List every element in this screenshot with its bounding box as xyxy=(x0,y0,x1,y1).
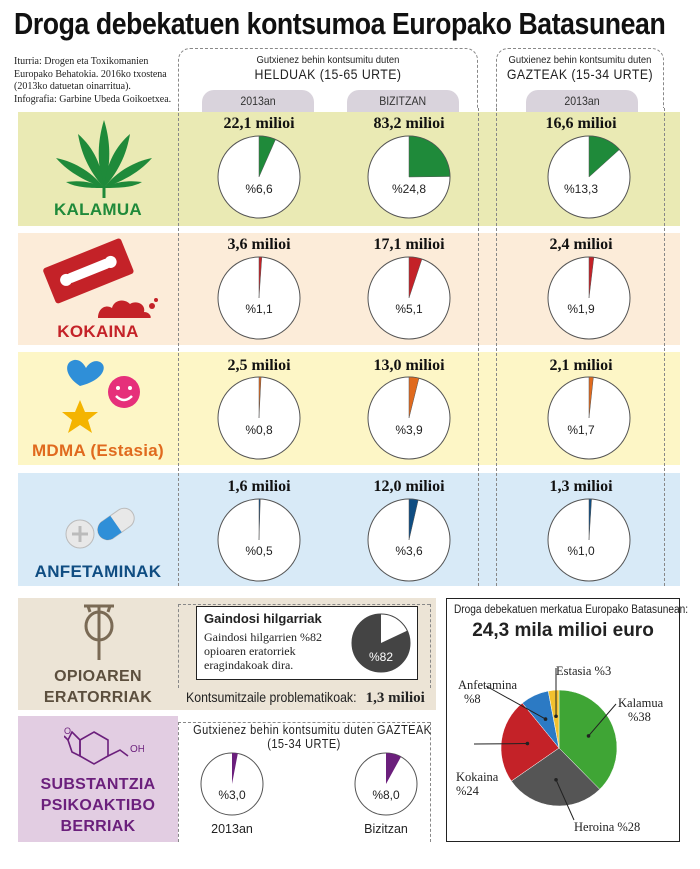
pie-label-mdma-adults-2013: %0,8 xyxy=(245,423,273,437)
value-kalamua-young-2013: 16,6 milioi xyxy=(545,115,617,132)
nps-caption-2013: 2013an xyxy=(211,822,253,836)
market-label-kokaina: Kokaina %24 xyxy=(456,770,499,798)
overdose-title: Gaindosi hilgarriak xyxy=(204,611,322,626)
drug-name-nps: SUBSTANTZIA PSIKOAKTIBO BERRIAK xyxy=(40,776,156,835)
drug-name-kalamua: KALAMUA xyxy=(53,200,143,219)
nps-header: Gutxienez behin kontsumitu duten GAZTEAK… xyxy=(193,723,432,751)
market-slice-kokaina xyxy=(500,702,560,782)
tab-young-2013: 2013an xyxy=(526,90,638,112)
drug-name-opioids: OPIOAREN ERATORRIAK xyxy=(43,668,153,706)
market-label-anfetamina: Anfetamina %8 xyxy=(458,678,518,706)
market-title: Droga debekatuen merkatua Europako Batas… xyxy=(454,604,689,616)
value-anfeta-adults-life: 12,0 milioi xyxy=(373,478,445,495)
young-column-frame xyxy=(496,48,664,108)
problem-users: Kontsumitzaile problematikoak: 1,3 milio… xyxy=(186,689,425,706)
ecstasy-pills-icon xyxy=(62,359,140,433)
value-anfeta-adults-2013: 1,6 milioi xyxy=(227,478,291,495)
market-leader-heroina xyxy=(555,779,575,821)
nps-pie-slice-1 xyxy=(386,753,401,784)
pie-label-anfeta-young-2013: %1,0 xyxy=(567,544,595,558)
svg-text:O: O xyxy=(64,726,71,736)
value-kalamua-adults-2013: 22,1 milioi xyxy=(223,115,295,132)
nps-pie-label-life: %8,0 xyxy=(372,788,400,802)
drug-name-kokaina: KOKAINA xyxy=(57,322,139,341)
overdose-pie-label: %82 xyxy=(368,650,394,664)
pie-slice-kokaina-adults-2013 xyxy=(258,256,263,299)
market-leader-kalamua xyxy=(588,703,617,737)
pie-label-kalamua-adults-2013: %6,6 xyxy=(245,182,273,196)
pie-slice-anfetaminak-young-2013 xyxy=(588,498,592,541)
value-anfeta-young-2013: 1,3 milioi xyxy=(549,478,613,495)
pie-slice-anfetaminak-adults-life xyxy=(408,498,419,541)
market-leader-anfetamina xyxy=(485,685,546,720)
drug-name-mdma: MDMA (Estasia) xyxy=(31,441,165,460)
adults-column-frame xyxy=(178,48,478,108)
cannabis-leaf-icon xyxy=(56,120,152,198)
pie-slice-kokaina-young-2013 xyxy=(588,256,595,299)
pie-label-anfeta-adults-2013: %0,5 xyxy=(245,544,273,558)
market-label-heroina: Heroina %28 xyxy=(574,820,641,834)
poppy-icon xyxy=(84,604,114,660)
nps-pie-label-2013: %3,0 xyxy=(218,788,246,802)
pie-slice-mdma-young-2013 xyxy=(588,376,594,419)
market-total: 24,3 mila milioi euro xyxy=(472,620,654,641)
pie-slice-kokaina-adults-life xyxy=(408,256,423,299)
market-slice-heroina xyxy=(510,747,601,807)
svg-text:OH: OH xyxy=(130,744,144,755)
value-kokaina-adults-2013: 3,6 milioi xyxy=(227,236,291,253)
pie-label-kokaina-young-2013: %1,9 xyxy=(567,302,595,316)
overdose-text: Gaindosi hilgarrien %82 opioaren eratorr… xyxy=(204,630,322,672)
value-kokaina-adults-life: 17,1 milioi xyxy=(373,236,445,253)
pie-label-mdma-young-2013: %1,7 xyxy=(567,423,595,437)
value-kalamua-adults-life: 83,2 milioi xyxy=(373,115,445,132)
young-header: Gutxienez behin kontsumitu duten GAZTEAK… xyxy=(506,54,654,82)
pie-slice-kalamua-adults-life xyxy=(408,135,451,178)
tab-adults-life: BIZITZAN xyxy=(347,90,459,112)
page-title: Droga debekatuen kontsumoa Europako Bata… xyxy=(14,6,666,41)
nps-pie-slice-0 xyxy=(232,753,238,784)
pie-slice-mdma-adults-2013 xyxy=(258,376,262,419)
overdose-pie-slice xyxy=(352,614,410,672)
pie-label-kalamua-adults-life: %24,8 xyxy=(391,182,427,196)
pie-label-anfeta-adults-life: %3,6 xyxy=(395,544,423,558)
source-note: Iturria: Drogen eta Toxikomanien Europak… xyxy=(14,56,172,105)
pie-slice-kalamua-adults-2013 xyxy=(258,135,276,178)
market-label-estasia: Estasia %3 xyxy=(556,664,612,678)
pie-label-kalamua-young-2013: %13,3 xyxy=(563,182,599,196)
pie-label-kokaina-adults-2013: %1,1 xyxy=(245,302,273,316)
market-slice-kalamua xyxy=(558,689,618,790)
pie-slice-mdma-adults-life xyxy=(408,376,420,419)
value-mdma-adults-2013: 2,5 milioi xyxy=(227,357,291,374)
market-label-kalamua: Kalamua %38 xyxy=(618,696,664,724)
razor-blade-icon xyxy=(43,238,158,318)
market-dot-kalamua xyxy=(586,734,591,738)
nps-pies xyxy=(200,752,418,816)
market-dot-anfetamina xyxy=(543,717,548,721)
amphetamine-pills-icon xyxy=(65,507,135,549)
value-mdma-young-2013: 2,1 milioi xyxy=(549,357,613,374)
market-pie xyxy=(473,667,618,821)
adults-header: Gutxienez behin kontsumitu duten HELDUAK… xyxy=(254,54,402,82)
pie-slice-kalamua-young-2013 xyxy=(588,135,620,178)
market-dot-heroina xyxy=(554,777,558,782)
molecule-icon: OH O xyxy=(64,726,144,765)
value-mdma-adults-life: 13,0 milioi xyxy=(373,357,445,374)
drug-name-anfetaminak: ANFETAMINAK xyxy=(34,562,162,581)
market-dot-kokaina xyxy=(525,741,530,746)
pie-slice-anfetaminak-adults-2013 xyxy=(258,498,261,541)
overdose-pie xyxy=(351,613,411,673)
nps-caption-life: Bizitzan xyxy=(364,822,408,836)
pie-label-kokaina-adults-life: %5,1 xyxy=(395,302,423,316)
prevalence-pies xyxy=(217,135,631,582)
pie-label-mdma-adults-life: %3,9 xyxy=(395,423,423,437)
market-dot-estasia xyxy=(554,714,558,719)
value-kokaina-young-2013: 2,4 milioi xyxy=(549,236,613,253)
tab-adults-2013: 2013an xyxy=(202,90,314,112)
